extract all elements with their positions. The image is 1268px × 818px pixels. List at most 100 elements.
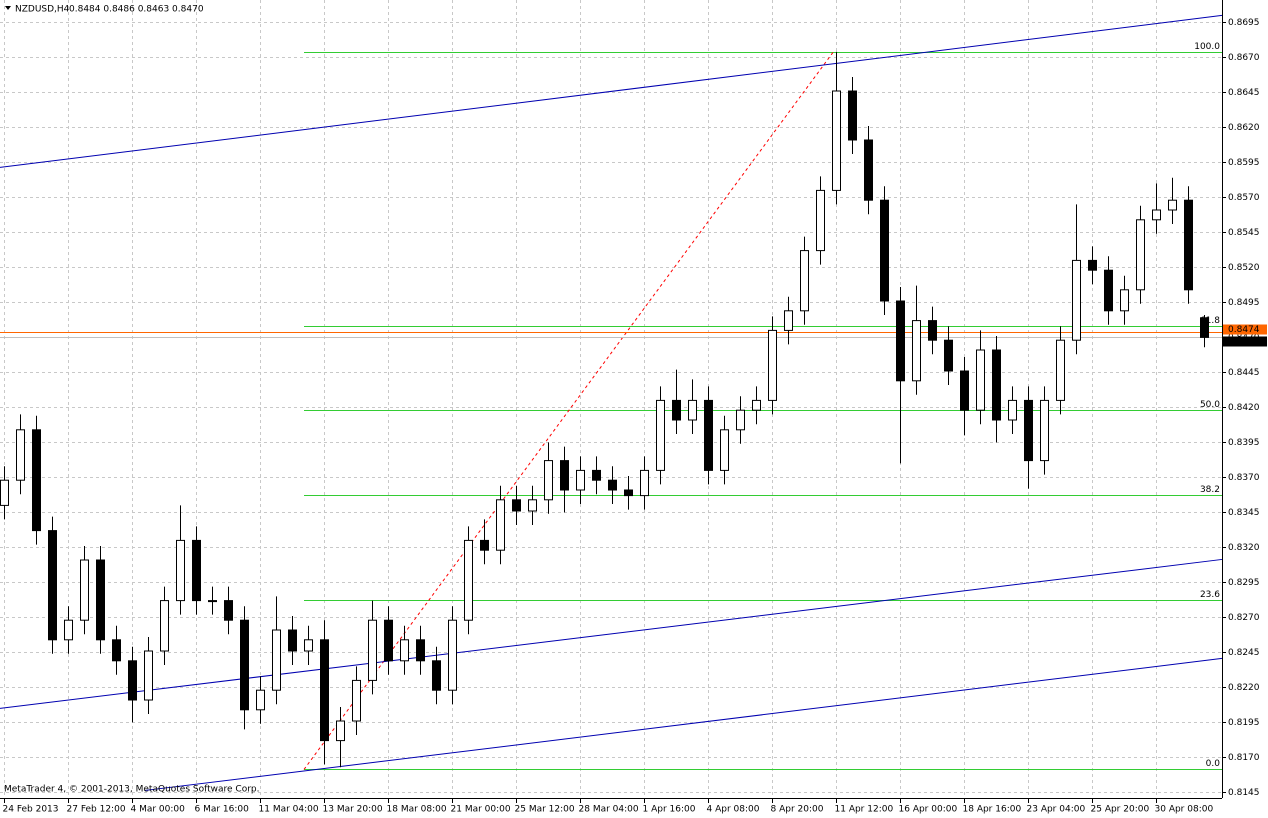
trendline: [0, 558, 1223, 709]
candle-body: [1184, 199, 1193, 291]
price-tag-label: 0.8474: [1228, 325, 1260, 335]
trendline: [144, 657, 1223, 791]
y-tick-label: 0.8570: [1228, 193, 1260, 203]
candle-body: [176, 539, 185, 602]
candle-body: [384, 619, 393, 662]
candle-body: [624, 489, 633, 497]
x-tick-label: 27 Feb 12:00: [67, 805, 126, 815]
candle-body: [0, 479, 9, 506]
candle-body: [416, 639, 425, 662]
fib-label: 23.6: [1200, 590, 1220, 600]
y-tick-label: 0.8270: [1228, 613, 1260, 623]
y-tick-label: 0.8395: [1228, 438, 1260, 448]
candle-body: [272, 629, 281, 691]
x-tick-label: 18 Mar 08:00: [387, 805, 447, 815]
x-tick-label: 25 Mar 12:00: [515, 805, 575, 815]
candle-body: [48, 530, 57, 641]
candle-body: [1104, 269, 1113, 312]
fib-label: 100.0: [1194, 42, 1220, 52]
x-tick-label: 4 Apr 08:00: [707, 805, 760, 815]
candle-body: [976, 349, 985, 411]
x-tick-label: 4 Mar 00:00: [131, 805, 186, 815]
trendline: [0, 14, 1223, 168]
fib-label: 61.8: [1200, 316, 1220, 326]
candle-body: [1200, 317, 1209, 338]
y-tick-label: 0.8220: [1228, 683, 1260, 693]
candle-body: [256, 689, 265, 711]
candle-body: [448, 619, 457, 691]
x-tick-label: 24 Feb 2013: [3, 805, 59, 815]
x-tick-label: 25 Apr 20:00: [1091, 805, 1150, 815]
candle-body: [400, 639, 409, 662]
x-tick-label: 1 Apr 16:00: [643, 805, 696, 815]
candle-body: [512, 499, 521, 512]
y-tick-label: 0.8170: [1228, 753, 1260, 763]
candle-body: [96, 559, 105, 641]
x-tick-label: 30 Apr 08:00: [1155, 805, 1214, 815]
candle-body: [160, 600, 169, 652]
candle-body: [896, 300, 905, 382]
candle-body: [784, 310, 793, 331]
candle-body: [368, 619, 377, 681]
candle-body: [1056, 339, 1065, 401]
y-tick-label: 0.8645: [1228, 88, 1260, 98]
candle-body: [1040, 399, 1049, 462]
candle-body: [800, 250, 809, 312]
candle-body: [720, 429, 729, 471]
candle-body: [320, 639, 329, 742]
candle-body: [496, 499, 505, 551]
x-tick-label: 13 Mar 20:00: [323, 805, 383, 815]
y-tick-label: 0.8195: [1228, 718, 1260, 728]
candle-body: [752, 399, 761, 411]
candle-body: [224, 600, 233, 621]
fib-label: 0.0: [1206, 759, 1221, 769]
y-tick-label: 0.8695: [1228, 18, 1260, 28]
header-ohlc: 0.8484 0.8486 0.8463 0.8470: [69, 5, 204, 15]
candle-body: [480, 539, 489, 551]
candle-body: [960, 370, 969, 411]
x-tick-label: 21 Mar 00:00: [451, 805, 511, 815]
candle-body: [432, 660, 441, 691]
footer: MetaTrader 4, © 2001-2013, MetaQuotes So…: [4, 785, 260, 795]
y-tick-label: 0.8320: [1228, 543, 1260, 553]
y-tick-label: 0.8520: [1228, 263, 1260, 273]
x-tick-label: 28 Mar 04:00: [579, 805, 639, 815]
candle-body: [352, 679, 361, 722]
candle-body: [576, 469, 585, 491]
candle-body: [592, 469, 601, 481]
x-tick-label: 11 Mar 04:00: [259, 805, 319, 815]
candle-body: [464, 539, 473, 621]
candle-body: [704, 399, 713, 471]
candle-body: [1136, 219, 1145, 291]
x-tick-label: 18 Apr 16:00: [963, 805, 1022, 815]
candle-body: [144, 650, 153, 701]
price-tag-label: 0.8470: [1228, 337, 1260, 347]
y-tick-label: 0.8145: [1228, 788, 1260, 798]
candle-body: [1088, 259, 1097, 271]
symbol: NZDUSD,H4: [15, 5, 70, 15]
y-tick-label: 0.8595: [1228, 158, 1260, 168]
candle-body: [32, 429, 41, 532]
fib-label: 50.0: [1200, 400, 1220, 410]
candle-body: [992, 349, 1001, 421]
fib-label: 38.2: [1200, 485, 1220, 495]
candle-body: [912, 320, 921, 382]
x-tick-label: 23 Apr 04:00: [1027, 805, 1086, 815]
candle-body: [128, 660, 137, 701]
candle-body: [560, 460, 569, 491]
candle-body: [816, 189, 825, 252]
candle-body: [848, 90, 857, 141]
candle-body: [736, 409, 745, 431]
candle-body: [240, 619, 249, 711]
candle-body: [336, 720, 345, 742]
y-tick-label: 0.8370: [1228, 473, 1260, 483]
price-tag: [1223, 336, 1267, 347]
candle-body: [208, 600, 217, 603]
candle-body: [192, 539, 201, 602]
candle-body: [112, 639, 121, 662]
candle-body: [528, 499, 537, 512]
candle-body: [640, 469, 649, 497]
candle-body: [688, 399, 697, 421]
y-tick-label: 0.8295: [1228, 578, 1260, 588]
